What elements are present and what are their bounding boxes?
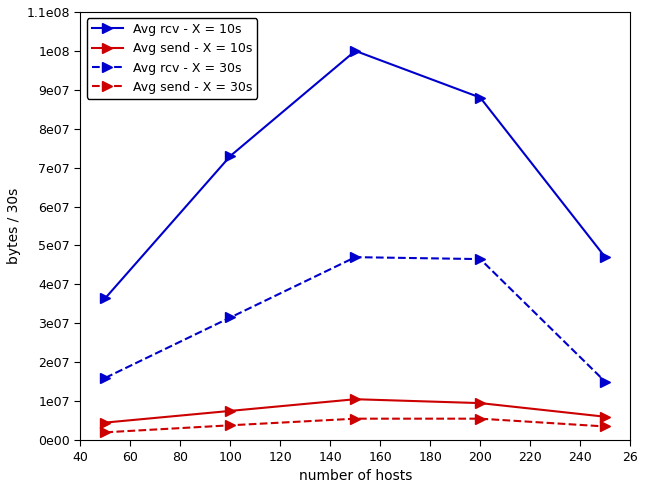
Y-axis label: bytes / 30s: bytes / 30s — [7, 188, 21, 264]
Avg send - X = 10s — [601, 414, 609, 419]
Avg rcv - X = 30s — [101, 375, 109, 381]
Avg rcv - X = 10s — [226, 153, 234, 159]
Line: Avg rcv - X = 10s: Avg rcv - X = 10s — [101, 46, 610, 303]
Line: Avg send - X = 30s: Avg send - X = 30s — [101, 414, 610, 437]
Avg send - X = 30s — [101, 429, 109, 435]
Avg send - X = 10s — [101, 419, 109, 425]
Avg rcv - X = 10s — [352, 48, 359, 54]
Avg rcv - X = 30s — [477, 256, 484, 262]
Avg send - X = 10s — [477, 400, 484, 406]
Avg rcv - X = 10s — [477, 95, 484, 100]
Avg send - X = 30s — [477, 416, 484, 421]
Avg send - X = 30s — [226, 422, 234, 428]
Line: Avg rcv - X = 30s: Avg rcv - X = 30s — [101, 252, 610, 387]
Avg rcv - X = 30s — [226, 315, 234, 320]
Avg rcv - X = 10s — [601, 254, 609, 260]
Avg send - X = 10s — [226, 408, 234, 414]
Avg rcv - X = 10s — [101, 295, 109, 301]
Avg send - X = 30s — [601, 423, 609, 429]
Avg rcv - X = 30s — [352, 254, 359, 260]
Avg send - X = 10s — [352, 396, 359, 402]
Avg send - X = 30s — [352, 416, 359, 421]
Line: Avg send - X = 10s: Avg send - X = 10s — [101, 394, 610, 427]
Legend: Avg rcv - X = 10s, Avg send - X = 10s, Avg rcv - X = 30s, Avg send - X = 30s: Avg rcv - X = 10s, Avg send - X = 10s, A… — [86, 18, 257, 99]
X-axis label: number of hosts: number of hosts — [299, 469, 412, 483]
Avg rcv - X = 30s — [601, 379, 609, 385]
